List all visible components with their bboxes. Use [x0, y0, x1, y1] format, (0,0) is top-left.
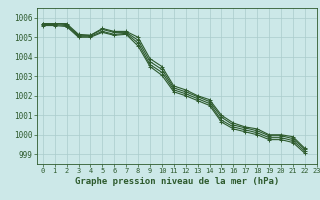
X-axis label: Graphe pression niveau de la mer (hPa): Graphe pression niveau de la mer (hPa)	[75, 177, 279, 186]
